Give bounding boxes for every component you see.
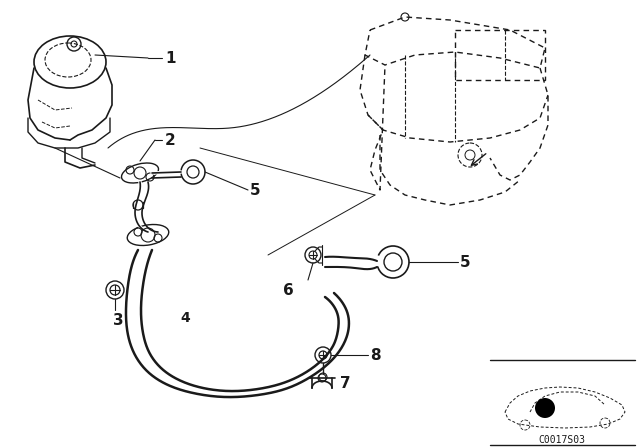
Text: 1: 1 <box>165 51 175 65</box>
Ellipse shape <box>122 163 159 183</box>
Text: C0017S03: C0017S03 <box>538 435 586 445</box>
Text: 3: 3 <box>113 313 124 327</box>
Text: 5: 5 <box>460 254 470 270</box>
Text: 6: 6 <box>283 283 293 297</box>
Ellipse shape <box>45 43 91 77</box>
Ellipse shape <box>127 224 169 246</box>
Circle shape <box>535 398 555 418</box>
Text: 7: 7 <box>340 375 351 391</box>
FancyBboxPatch shape <box>455 30 545 80</box>
Text: 4: 4 <box>180 311 189 325</box>
Text: 5: 5 <box>250 182 260 198</box>
Ellipse shape <box>34 36 106 88</box>
Text: 8: 8 <box>370 348 381 362</box>
Text: 2: 2 <box>165 133 176 147</box>
